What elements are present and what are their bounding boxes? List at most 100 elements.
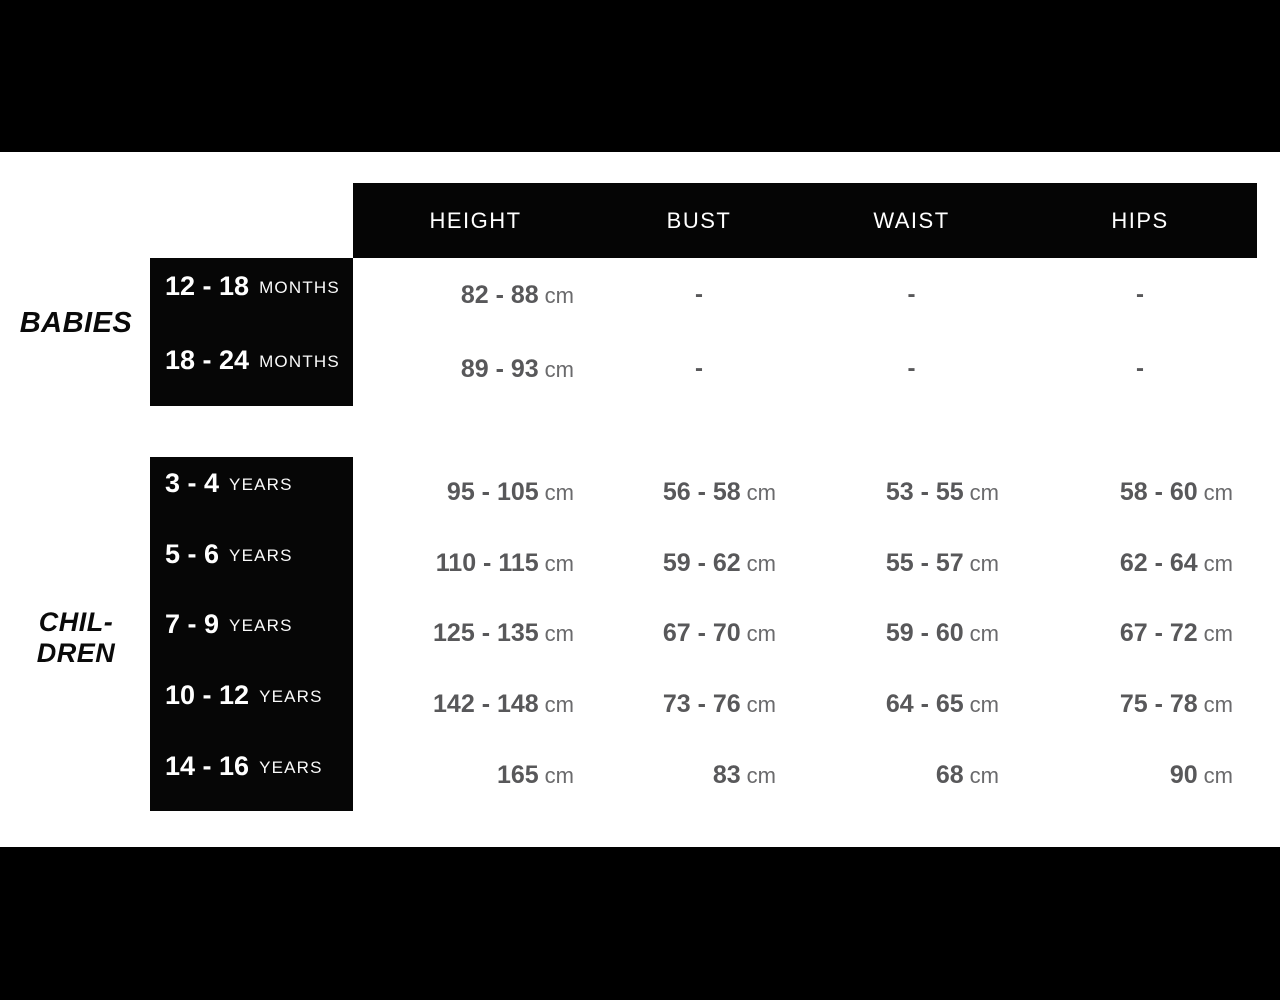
cell-hips: 58 - 60 cm [1023, 478, 1257, 507]
group-label-line: CHIL- [38, 607, 114, 637]
babies-size-box: 12 - 18 MONTHS 18 - 24 MONTHS [150, 258, 353, 406]
age-range: 18 - 24 [165, 344, 250, 375]
cell-height: 89 - 93 cm [353, 355, 598, 384]
cell-bust: 83 cm [598, 761, 800, 790]
size-row-14-16-years: 14 - 16 YEARS [150, 731, 353, 802]
measurement-unit: cm [969, 692, 999, 718]
age-unit: MONTHS [259, 351, 340, 371]
cell-bust: - [695, 281, 703, 308]
measurement-unit: cm [746, 763, 776, 789]
cell-height: 110 - 115 cm [353, 549, 598, 578]
age-range: 7 - 9 [165, 609, 220, 640]
size-row-10-12-years: 10 - 12 YEARS [150, 660, 353, 731]
measurement-unit: cm [544, 763, 574, 789]
size-row-7-9-years: 7 - 9 YEARS [150, 590, 353, 661]
measurement-value: 89 - 93 [460, 354, 539, 383]
size-row-3-4-years: 3 - 4 YEARS [150, 448, 353, 519]
cell-bust: 56 - 58 cm [598, 478, 800, 507]
column-header-waist: WAIST [873, 207, 950, 233]
age-range: 3 - 4 [165, 467, 220, 498]
measurement-unit: cm [544, 479, 574, 505]
cell-waist: - [907, 281, 916, 308]
measurement-unit: cm [969, 763, 999, 789]
cell-height: 95 - 105 cm [353, 478, 598, 507]
measurement-unit: cm [544, 621, 574, 647]
size-row-12-18-months: 12 - 18 MONTHS [150, 249, 353, 323]
column-header-height: HEIGHT [429, 207, 522, 233]
cell-waist: - [907, 355, 916, 382]
measurement-value: 67 - 72 [1119, 619, 1198, 648]
age-unit: MONTHS [259, 277, 340, 297]
cell-hips: 75 - 78 cm [1023, 690, 1257, 719]
measurement-value: 67 - 70 [662, 619, 741, 648]
group-label-children: CHIL- DREN [2, 607, 150, 669]
measurement-value: 64 - 65 [885, 690, 964, 719]
children-size-box: 3 - 4 YEARS 5 - 6 YEARS 7 - 9 YEARS 10 -… [150, 457, 353, 811]
babies-measurements: 82 - 88 cm - - - 89 - 93 cm - - - [353, 258, 1257, 406]
measurement-value: 73 - 76 [662, 690, 741, 719]
cell-hips: - [1136, 355, 1144, 382]
measurement-unit: cm [1203, 692, 1233, 718]
column-header-hips: HIPS [1111, 207, 1169, 233]
cell-hips: - [1136, 281, 1144, 308]
age-unit: YEARS [229, 474, 293, 494]
measurement-unit: cm [544, 356, 574, 382]
cell-hips: 62 - 64 cm [1023, 549, 1257, 578]
measurement-value: 59 - 62 [662, 548, 741, 577]
measurement-value: 110 - 115 [435, 548, 539, 577]
group-label-babies: BABIES [2, 306, 150, 340]
cell-height: 142 - 148 cm [353, 690, 598, 719]
measurement-value: 56 - 58 [662, 477, 741, 506]
column-header-bust: BUST [666, 207, 732, 233]
cell-bust: 59 - 62 cm [598, 549, 800, 578]
measurement-unit: cm [746, 550, 776, 576]
measurement-unit: cm [969, 550, 999, 576]
cell-hips: 90 cm [1023, 761, 1257, 790]
measurement-unit: cm [969, 621, 999, 647]
measurement-value: 53 - 55 [885, 477, 964, 506]
age-range: 5 - 6 [165, 538, 220, 569]
size-row-18-24-months: 18 - 24 MONTHS [150, 323, 353, 397]
measurement-unit: cm [746, 479, 776, 505]
measurement-value: 95 - 105 [446, 477, 539, 506]
group-label-line: DREN [36, 638, 116, 668]
measurement-unit: cm [544, 550, 574, 576]
cell-hips: 67 - 72 cm [1023, 619, 1257, 648]
age-range: 14 - 16 [165, 751, 250, 782]
measurement-value: 142 - 148 [433, 690, 539, 719]
top-black-band [0, 0, 1280, 152]
measurement-value: 75 - 78 [1119, 690, 1198, 719]
cell-bust: - [695, 355, 703, 382]
measurement-value: 90 [1169, 761, 1198, 790]
bottom-black-band [0, 847, 1280, 1000]
children-measurements: 95 - 105 cm 56 - 58 cm 53 - 55 cm 58 - 6… [353, 457, 1257, 811]
cell-bust: 73 - 76 cm [598, 690, 800, 719]
measurement-unit: cm [544, 282, 574, 308]
age-unit: YEARS [259, 687, 323, 707]
cell-waist: 59 - 60 cm [800, 619, 1023, 648]
measurement-unit: cm [1203, 621, 1233, 647]
measurement-value: 125 - 135 [433, 619, 539, 648]
cell-height: 125 - 135 cm [353, 619, 598, 648]
measurement-value: 83 [712, 761, 741, 790]
size-row-5-6-years: 5 - 6 YEARS [150, 519, 353, 590]
cell-waist: 55 - 57 cm [800, 549, 1023, 578]
age-unit: YEARS [229, 616, 293, 636]
measurement-unit: cm [746, 692, 776, 718]
measurement-value: 68 [935, 761, 964, 790]
cell-bust: 67 - 70 cm [598, 619, 800, 648]
age-unit: YEARS [229, 545, 293, 565]
measurement-unit: cm [1203, 479, 1233, 505]
measurement-value: 62 - 64 [1119, 548, 1198, 577]
measurement-value: 55 - 57 [885, 548, 964, 577]
table-header-row: HEIGHT BUST WAIST HIPS [353, 183, 1257, 258]
measurement-unit: cm [1203, 550, 1233, 576]
measurement-unit: cm [544, 692, 574, 718]
measurement-unit: cm [746, 621, 776, 647]
cell-height: 165 cm [353, 761, 598, 790]
measurement-value: 58 - 60 [1119, 477, 1198, 506]
age-range: 10 - 12 [165, 680, 250, 711]
cell-waist: 53 - 55 cm [800, 478, 1023, 507]
age-range: 12 - 18 [165, 270, 250, 301]
